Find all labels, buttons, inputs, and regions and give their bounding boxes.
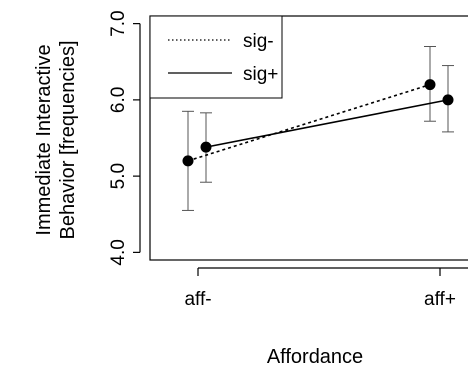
series-line-sig-minus — [187, 83, 431, 162]
x-tick-label: aff+ — [424, 289, 456, 310]
y-axis-title-line-1: Immediate Interactive — [33, 44, 55, 235]
y-tick-label: 4.0 — [108, 239, 129, 265]
y-tick-label: 5.0 — [108, 163, 129, 189]
x-axis-title: Affordance — [267, 346, 363, 367]
legend: sig- sig+ — [149, 15, 283, 99]
y-axis-title-line-2: Behavior [frequencies] — [57, 40, 79, 239]
data-points — [182, 79, 454, 167]
x-axis: aff-aff+ — [184, 267, 468, 310]
y-tick-label: 7.0 — [108, 10, 129, 36]
data-point — [424, 79, 436, 91]
data-point — [182, 155, 194, 167]
legend-label-sig-plus: sig+ — [243, 64, 278, 85]
series-line-sig-plus — [205, 99, 449, 148]
series-lines — [187, 83, 449, 162]
legend-box — [149, 15, 283, 99]
y-tick-label: 6.0 — [108, 87, 129, 113]
y-axis: 4.0 5.0 6.0 7.0 — [108, 10, 141, 266]
legend-label-sig-minus: sig- — [243, 31, 274, 52]
data-point — [200, 141, 212, 153]
plot-area-frame — [149, 15, 468, 261]
data-point — [442, 94, 454, 106]
x-tick-label: aff- — [184, 289, 211, 310]
